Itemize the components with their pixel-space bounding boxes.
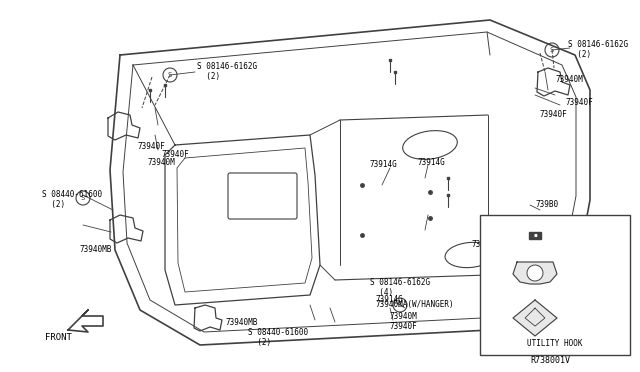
Text: 73940M: 73940M (390, 312, 418, 321)
Text: (2): (2) (42, 200, 65, 209)
Text: (2): (2) (568, 50, 591, 59)
Text: S 08146-6162G: S 08146-6162G (568, 40, 628, 49)
Text: (4): (4) (370, 288, 393, 297)
Text: UTILITY HOOK: UTILITY HOOK (527, 339, 583, 347)
Text: 73914G: 73914G (370, 160, 397, 169)
Polygon shape (513, 262, 557, 284)
Text: S: S (168, 72, 172, 78)
Text: 73914G: 73914G (472, 240, 500, 249)
Text: S 08440-61600: S 08440-61600 (42, 190, 102, 199)
Text: S 08146-6162G: S 08146-6162G (197, 62, 257, 71)
Text: ▪: ▪ (533, 232, 537, 237)
Text: 73940F: 73940F (540, 110, 568, 119)
Text: 73940MB: 73940MB (80, 245, 113, 254)
Text: 73940F: 73940F (138, 142, 166, 151)
Bar (480, 215, 630, 355)
Ellipse shape (445, 243, 495, 267)
Text: S: S (398, 302, 402, 308)
Circle shape (527, 265, 543, 281)
Text: 73940M: 73940M (148, 158, 176, 167)
Text: S 08146-6162G: S 08146-6162G (370, 278, 430, 287)
FancyBboxPatch shape (228, 173, 297, 219)
Text: S: S (81, 195, 85, 201)
Text: R738001V: R738001V (530, 356, 570, 365)
Text: 739B0: 739B0 (535, 200, 558, 209)
Text: 73940MB: 73940MB (225, 318, 257, 327)
Text: 73940F: 73940F (162, 150, 189, 159)
Ellipse shape (403, 131, 458, 159)
Text: 73914G: 73914G (417, 158, 445, 167)
Text: 73940F: 73940F (565, 98, 593, 107)
Polygon shape (513, 300, 557, 336)
Polygon shape (68, 310, 103, 332)
Text: 73940M: 73940M (555, 75, 583, 84)
Text: (2): (2) (197, 72, 220, 81)
Text: S: S (550, 47, 554, 53)
Text: 73940F: 73940F (390, 322, 418, 331)
Text: (2): (2) (248, 338, 271, 347)
Text: 79936M: 79936M (500, 223, 528, 232)
Text: 73914G: 73914G (375, 295, 403, 304)
Text: 73940MA(W/HANGER): 73940MA(W/HANGER) (375, 300, 454, 309)
Text: S 08440-61600: S 08440-61600 (248, 328, 308, 337)
Bar (529, 232, 541, 239)
Text: FRONT: FRONT (45, 333, 72, 342)
